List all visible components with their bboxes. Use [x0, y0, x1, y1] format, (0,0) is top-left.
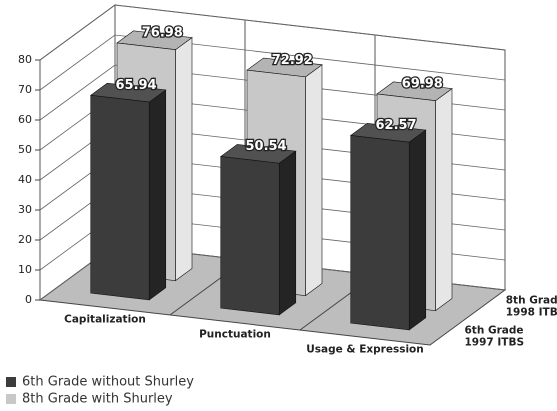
legend-label: 8th Grade with Shurley: [22, 392, 173, 407]
bar-side: [278, 150, 297, 316]
bar-side: [435, 87, 453, 312]
depth-label: 1998 ITBS: [506, 306, 557, 318]
y-tick-label: 30: [18, 203, 32, 216]
value-label: 65.94: [115, 78, 156, 93]
x-tick-label: Punctuation: [199, 329, 271, 341]
bar-side: [408, 129, 427, 331]
x-tick-label: Capitalization: [64, 314, 146, 326]
bar: [90, 94, 150, 301]
bar-side: [148, 89, 167, 301]
depth-label: 8th Grade: [506, 294, 557, 306]
y-tick-label: 60: [18, 113, 32, 126]
legend-swatch: [6, 394, 16, 404]
grid-line: [39, 64, 506, 121]
y-tick-label: 10: [18, 263, 32, 276]
y-tick-label: 80: [18, 53, 32, 66]
grid-line: [39, 4, 506, 61]
legend-swatch: [6, 377, 16, 387]
y-tick-label: 50: [18, 143, 32, 156]
value-label: 72.92: [272, 53, 313, 68]
bar-side: [175, 36, 193, 282]
depth-label: 6th Grade: [465, 325, 524, 337]
bar-side: [305, 64, 323, 297]
y-tick-label: 20: [18, 233, 32, 246]
legend-label: 6th Grade without Shurley: [22, 375, 194, 390]
y-tick-label: 70: [18, 83, 32, 96]
grid-line: [39, 34, 506, 91]
x-tick-label: Usage & Expression: [306, 344, 424, 356]
depth-label: 1997 ITBS: [465, 337, 525, 349]
value-label: 76.98: [142, 26, 183, 41]
value-label: 69.98: [402, 77, 443, 92]
bar: [350, 135, 410, 331]
bar: [220, 156, 280, 316]
value-label: 62.57: [375, 118, 416, 133]
value-label: 50.54: [245, 139, 286, 154]
y-tick-label: 40: [18, 173, 32, 186]
y-tick-label: 0: [25, 293, 32, 306]
